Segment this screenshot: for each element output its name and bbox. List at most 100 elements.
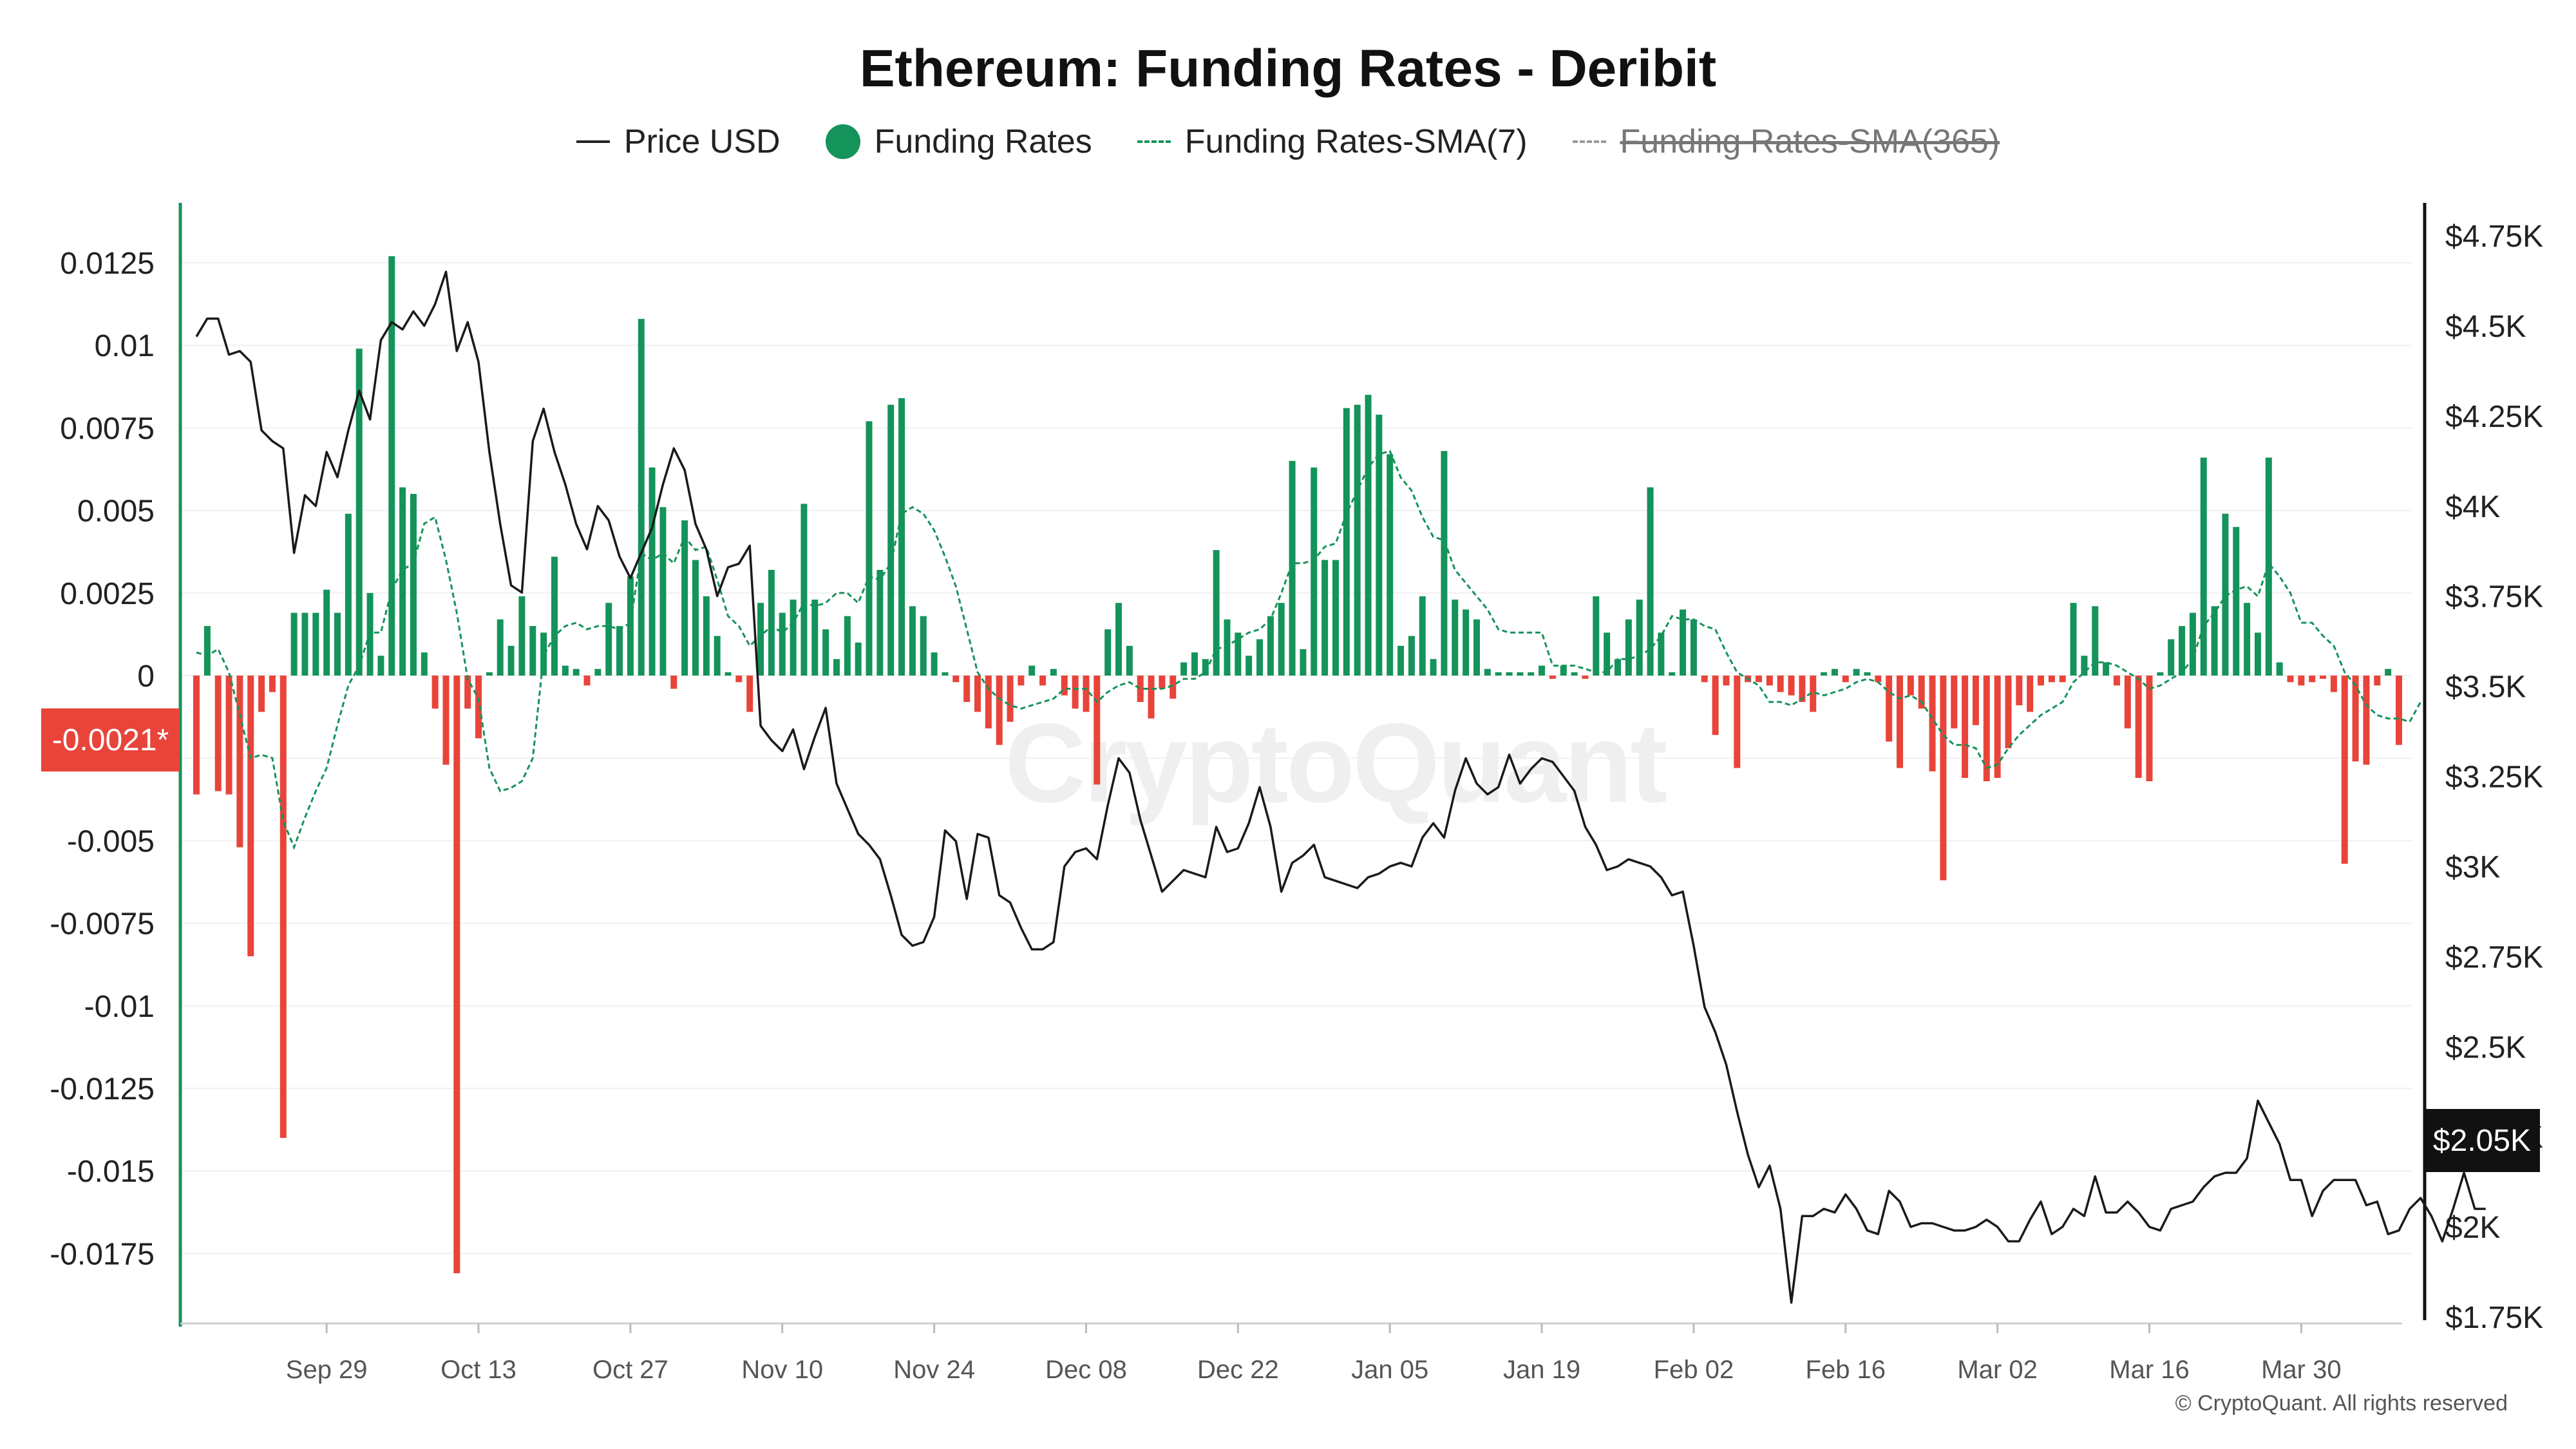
funding-rate-bar [1115,603,1122,676]
funding-rate-bar [583,676,591,686]
funding-rate-bar [453,676,460,1274]
funding-rate-bar [464,676,471,709]
funding-rate-bar [2363,676,2370,765]
funding-rate-bar [2298,676,2305,686]
funding-rate-bar [1039,676,1046,686]
funding-rate-bar [1560,665,1567,676]
funding-rate-bar [909,606,916,676]
funding-rate-bar [312,612,319,676]
right-tick-label: $2.75K [2445,940,2543,974]
funding-rate-bar [1191,652,1198,676]
funding-rate-bar [1332,560,1339,676]
funding-rate-bar [236,676,243,848]
funding-rate-bar [507,645,515,676]
legend-swatch-sma365 [1572,140,1606,143]
current-price-badge: $2.05K [2424,1109,2540,1172]
legend-label-sma365: Funding Rates-SMA(365) [1620,123,2000,160]
right-tick-label: $3.75K [2445,580,2543,614]
funding-rate-bar [1072,676,1079,709]
funding-rate-bar [410,493,417,676]
x-tick-label: Oct 27 [592,1356,668,1384]
funding-rate-bar [1104,629,1112,676]
funding-rate-bar [2027,676,2034,712]
funding-rate-bar [290,612,298,676]
funding-rate-bar [1397,645,1405,676]
funding-rate-bar [605,603,612,676]
funding-rate-bar [2287,676,2294,683]
funding-rate-bar [345,513,352,676]
funding-rate-bar [866,421,873,676]
funding-rate-bar [963,676,971,703]
right-tick-label: $2.5K [2445,1030,2526,1065]
funding-rate-bar [1094,676,1101,785]
funding-rate-bar [540,632,547,676]
funding-rate-bar [1972,676,1979,725]
funding-rate-bar [214,676,222,791]
funding-rate-bar [1734,676,1741,768]
funding-rate-bar [1549,676,1556,679]
funding-rate-bar [1571,672,1578,676]
funding-rate-bar [1430,659,1437,676]
funding-rate-bar [1473,619,1480,676]
x-tick-label: Dec 08 [1045,1356,1127,1384]
funding-rate-bar [670,676,677,689]
legend-item-sma7[interactable]: Funding Rates-SMA(7) [1137,122,1528,161]
funding-rate-bar [1690,619,1697,676]
legend-item-price[interactable]: Price USD [576,122,781,161]
funding-rate-bar [898,398,905,676]
funding-rate-bar [1821,672,1828,676]
funding-rate-bar [2081,656,2088,676]
funding-rate-bar [2330,676,2337,692]
funding-rate-bar [1539,665,1546,676]
funding-rate-bar [1625,619,1632,676]
funding-rate-bar [638,319,645,676]
funding-rate-bar [1148,676,1155,719]
funding-rate-bar [2352,676,2359,762]
funding-rate-bar [1680,609,1687,676]
funding-rate-bar [2005,676,2012,748]
legend-item-sma365[interactable]: Funding Rates-SMA(365) [1572,122,2000,161]
funding-rate-bar [2265,457,2272,676]
funding-rate-bar [811,600,819,676]
legend-label-sma7: Funding Rates-SMA(7) [1184,123,1528,160]
left-tick-label: 0.01 [95,329,155,363]
funding-rate-bar [1810,676,1817,712]
funding-rate-bar [1419,596,1426,676]
funding-rate-bar [952,676,960,683]
funding-rate-bar [2048,676,2055,683]
funding-rate-bar [681,520,688,676]
funding-rate-bar [2309,676,2316,683]
funding-rate-bar [692,560,699,676]
funding-rate-bar [1343,408,1350,676]
watermark: CryptoQuant [1005,701,1667,826]
funding-rate-bar [627,576,634,676]
funding-rate-bar [1864,672,1871,676]
legend-item-funding[interactable]: Funding Rates [825,122,1092,161]
funding-rate-bar [1929,676,1936,772]
right-tick-label: $3K [2445,850,2500,884]
funding-rate-bar [1484,668,1491,676]
funding-rate-bar [1137,676,1144,703]
funding-rate-bar [2341,676,2348,864]
left-tick-label: -0.015 [67,1155,155,1189]
funding-rate-bar [1321,560,1329,676]
funding-rate-bar [1245,656,1253,676]
legend: Price USD Funding Rates Funding Rates-SM… [0,122,2576,161]
funding-rate-bar [1701,676,1708,683]
funding-rate-bar [1018,676,1025,686]
funding-rate-bar [1213,550,1220,676]
funding-rate-bar [2211,606,2218,676]
funding-rate-bar [1289,460,1296,676]
legend-label-funding: Funding Rates [874,123,1092,160]
x-tick-label: Mar 02 [1957,1356,2038,1384]
funding-rate-bar [1452,600,1459,676]
left-tick-label: 0.0075 [60,412,155,446]
funding-rate-bar [1777,676,1784,692]
funding-rate-bar [1506,672,1513,676]
funding-rate-bar [1495,672,1502,676]
funding-rate-bar [2038,676,2045,686]
funding-rate-bar [269,676,276,692]
right-tick-label: $4.5K [2445,310,2526,344]
funding-rate-bar [996,676,1003,745]
funding-rate-bar [497,619,504,676]
